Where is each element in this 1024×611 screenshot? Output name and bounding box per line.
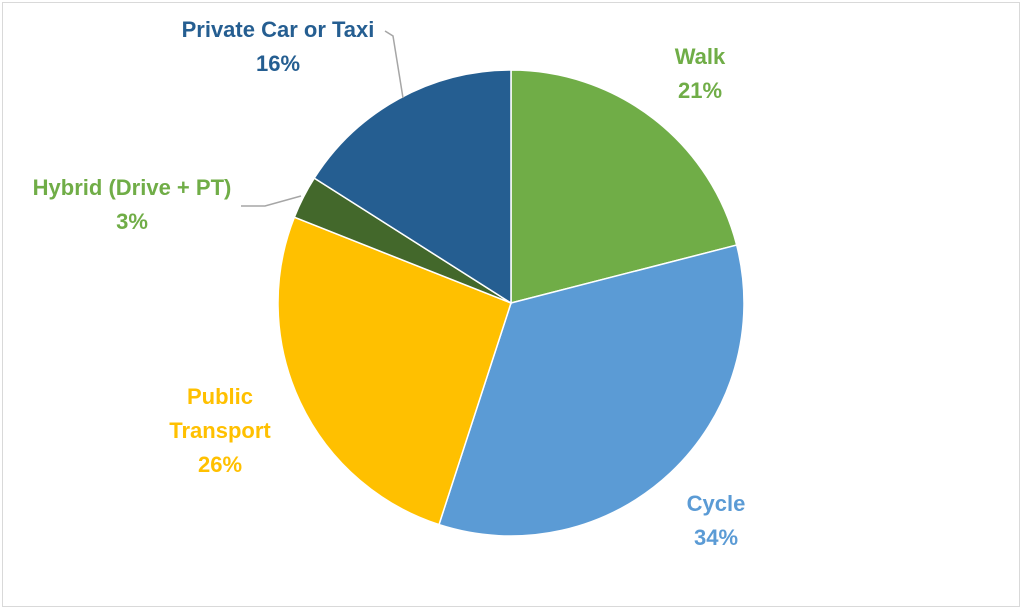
data-label-private-car-or-taxi: Private Car or Taxi 16% [182, 17, 375, 76]
data-label-category: Public [187, 384, 253, 409]
data-label-public-transport: Public Transport 26% [169, 384, 271, 477]
leader-line-private-car-or-taxi [384, 30, 404, 99]
data-label-value: 16% [256, 51, 300, 76]
pie-slice-walk [510, 69, 738, 304]
data-label-value: 3% [116, 209, 148, 234]
labels-group: Walk 21% Cycle 34% Public Transport 26% Hybrid … [33, 17, 746, 550]
slices-group [277, 69, 745, 537]
data-label-cycle: Cycle 34% [687, 491, 746, 550]
pie-chart: Walk 21% Cycle 34% Public Transport 26% Hybrid … [33, 17, 746, 550]
leader-lines-group [241, 30, 404, 207]
data-label-category: Walk [675, 44, 726, 69]
pie-slice-public-transport [277, 216, 512, 526]
data-label-category: Hybrid (Drive + PT) [33, 175, 232, 200]
data-label-category: Cycle [687, 491, 746, 516]
data-label-value: 26% [198, 452, 242, 477]
data-label-category: Transport [169, 418, 271, 443]
leader-line-hybrid-drive-pt [241, 195, 302, 207]
data-label-value: 34% [694, 525, 738, 550]
data-label-walk: Walk 21% [675, 44, 726, 103]
pie-slice-cycle [438, 244, 745, 537]
data-label-hybrid-drive-pt: Hybrid (Drive + PT) 3% [33, 175, 232, 234]
pie-slice-private-car-or-taxi [313, 69, 512, 305]
data-label-value: 21% [678, 78, 722, 103]
data-label-category: Private Car or Taxi [182, 17, 375, 42]
